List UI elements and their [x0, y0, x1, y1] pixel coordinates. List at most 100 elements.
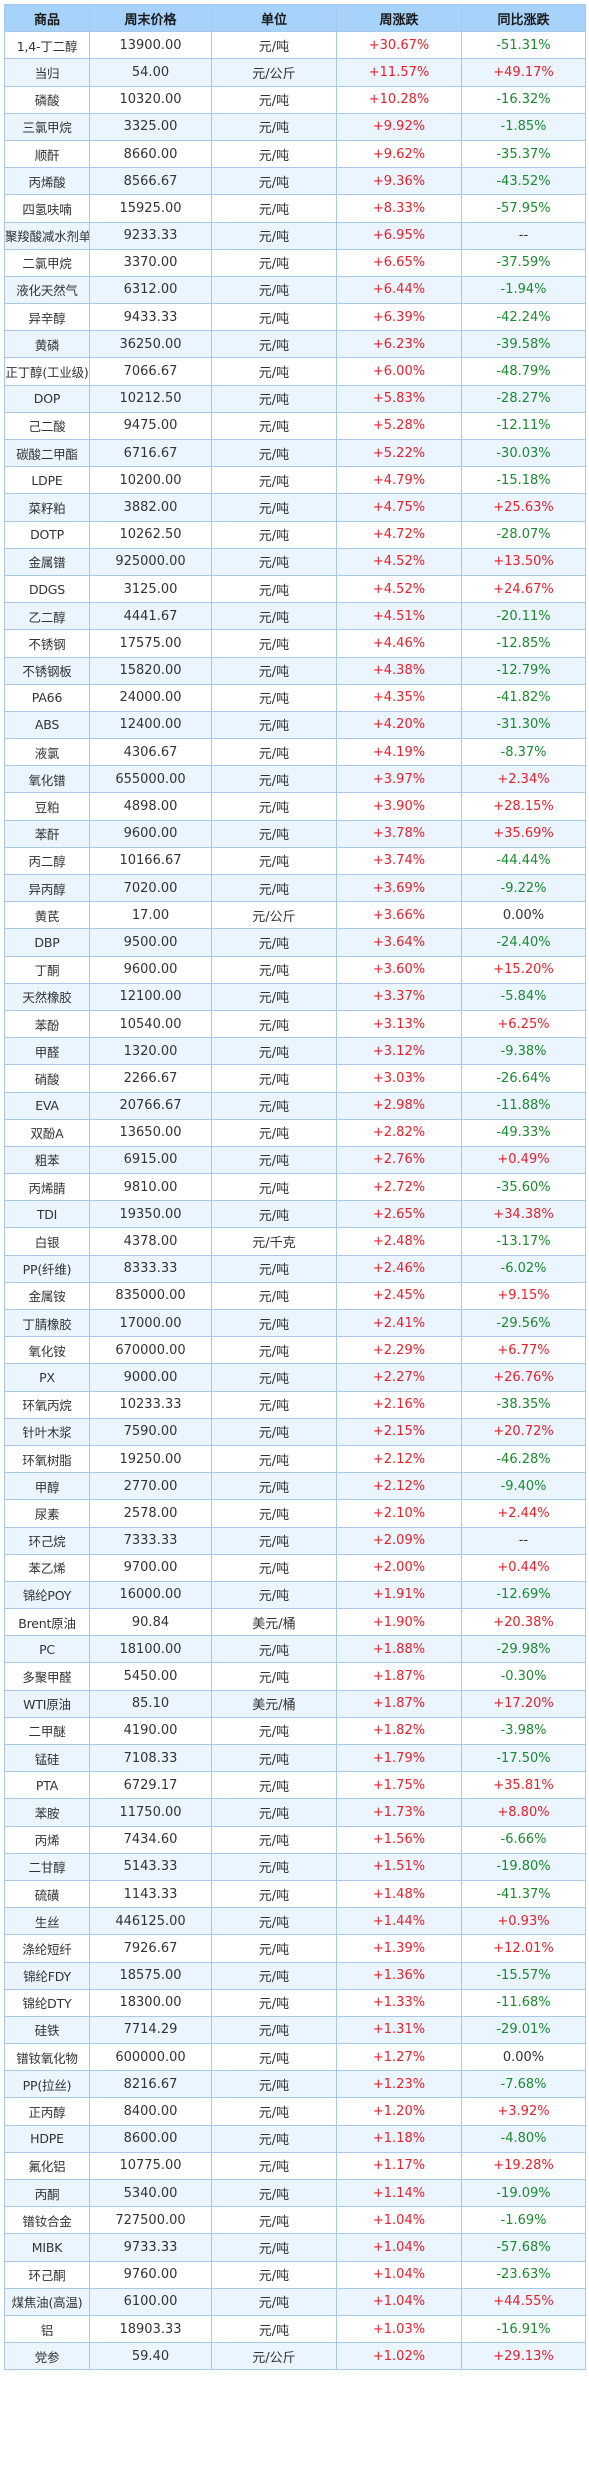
price-cell: 17000.00 — [89, 1308, 212, 1338]
header-commodity[interactable]: 商品 — [4, 3, 90, 33]
yoy-change-cell: -38.35% — [461, 1390, 586, 1419]
unit-cell: 元/吨 — [211, 2260, 337, 2289]
price-cell: 20766.67 — [89, 1091, 212, 1120]
header-weekly-change[interactable]: 周涨跌 — [336, 3, 462, 33]
price-cell: 655000.00 — [89, 765, 212, 794]
commodity-name-cell: 硅铁 — [4, 2015, 90, 2045]
table-row: PA66 24000.00 元/吨 +4.35% -41.82% — [4, 683, 586, 712]
yoy-change-cell: +2.44% — [461, 1499, 586, 1528]
yoy-change-cell: +49.17% — [461, 58, 586, 87]
yoy-change-cell: +0.49% — [461, 1145, 586, 1175]
price-cell: 8600.00 — [89, 2124, 212, 2153]
price-cell: 10166.67 — [89, 846, 212, 876]
commodity-name-cell: 黄磷 — [4, 330, 90, 359]
table-row: 不锈钢板 15820.00 元/吨 +4.38% -12.79% — [4, 656, 586, 685]
unit-cell: 元/吨 — [211, 466, 337, 495]
table-row: 二氯甲烷 3370.00 元/吨 +6.65% -37.59% — [4, 248, 586, 277]
unit-cell: 元/吨 — [211, 357, 337, 386]
commodity-name-cell: HDPE — [4, 2124, 90, 2153]
unit-cell: 元/吨 — [211, 1553, 337, 1582]
yoy-change-cell: -28.07% — [461, 520, 586, 549]
commodity-name-cell: 锦纶POY — [4, 1580, 90, 1610]
header-weekend-price[interactable]: 周末价格 — [89, 3, 212, 33]
table-row: 镨钕合金 727500.00 元/吨 +1.04% -1.69% — [4, 2206, 586, 2235]
commodity-name-cell: 白银 — [4, 1227, 90, 1256]
weekly-change-cell: +11.57% — [336, 58, 462, 87]
yoy-change-cell: -1.85% — [461, 112, 586, 141]
yoy-change-cell: +20.72% — [461, 1417, 586, 1446]
unit-cell: 元/吨 — [211, 1200, 337, 1229]
weekly-change-cell: +1.87% — [336, 1689, 462, 1718]
price-cell: 19350.00 — [89, 1200, 212, 1229]
unit-cell: 元/吨 — [211, 1064, 337, 1093]
unit-cell: 元/吨 — [211, 1091, 337, 1120]
commodity-name-cell: 镨钕合金 — [4, 2206, 90, 2235]
weekly-change-cell: +1.17% — [336, 2151, 462, 2181]
unit-cell: 元/吨 — [211, 1281, 337, 1311]
yoy-change-cell: +29.13% — [461, 2342, 586, 2371]
yoy-change-cell: 0.00% — [461, 901, 586, 930]
yoy-change-cell: -7.68% — [461, 2070, 586, 2099]
unit-cell: 元/吨 — [211, 194, 337, 223]
commodity-name-cell: 甲醛 — [4, 1037, 90, 1066]
price-cell: 3325.00 — [89, 112, 212, 141]
weekly-change-cell: +4.20% — [336, 710, 462, 740]
weekly-change-cell: +2.10% — [336, 1499, 462, 1528]
unit-cell: 元/吨 — [211, 656, 337, 685]
yoy-change-cell: -48.79% — [461, 357, 586, 386]
commodity-name-cell: 锰硅 — [4, 1743, 90, 1773]
header-unit[interactable]: 单位 — [211, 3, 337, 33]
table-row: 1,4-丁二醇 13900.00 元/吨 +30.67% -51.31% — [4, 31, 586, 60]
unit-cell: 元/吨 — [211, 221, 337, 250]
yoy-change-cell: +6.77% — [461, 1336, 586, 1365]
unit-cell: 元/吨 — [211, 1907, 337, 1936]
weekly-change-cell: +2.12% — [336, 1472, 462, 1501]
yoy-change-cell: +6.25% — [461, 1009, 586, 1039]
price-cell: 13650.00 — [89, 1118, 212, 1147]
table-row: 甲醛 1320.00 元/吨 +3.12% -9.38% — [4, 1037, 586, 1066]
yoy-change-cell: +44.55% — [461, 2287, 586, 2316]
commodity-name-cell: 丙烯酸 — [4, 167, 90, 196]
table-row: DDGS 3125.00 元/吨 +4.52% +24.67% — [4, 574, 586, 604]
yoy-change-cell: -12.79% — [461, 656, 586, 685]
yoy-change-cell: +2.34% — [461, 765, 586, 794]
commodity-name-cell: 尿素 — [4, 1499, 90, 1528]
commodity-name-cell: 环己烷 — [4, 1526, 90, 1555]
commodity-name-cell: 黄芪 — [4, 901, 90, 930]
weekly-change-cell: +5.28% — [336, 411, 462, 441]
weekly-change-cell: +1.44% — [336, 1907, 462, 1936]
table-row: 黄磷 36250.00 元/吨 +6.23% -39.58% — [4, 330, 586, 359]
table-row: 丁酮 9600.00 元/吨 +3.60% +15.20% — [4, 955, 586, 984]
table-row: 硅铁 7714.29 元/吨 +1.31% -29.01% — [4, 2015, 586, 2045]
commodity-name-cell: DOP — [4, 384, 90, 413]
price-cell: 9600.00 — [89, 819, 212, 848]
price-cell: 90.84 — [89, 1608, 212, 1637]
weekly-change-cell: +1.36% — [336, 1961, 462, 1990]
weekly-change-cell: +2.98% — [336, 1091, 462, 1120]
commodity-price-table: 商品 周末价格 单位 周涨跌 同比涨跌 1,4-丁二醇 13900.00 元/吨 +3… — [4, 3, 586, 2371]
commodity-name-cell: 丙酮 — [4, 2178, 90, 2208]
table-row: 环氧丙烷 10233.33 元/吨 +2.16% -38.35% — [4, 1390, 586, 1419]
table-row: 丙烯酸 8566.67 元/吨 +9.36% -43.52% — [4, 167, 586, 196]
table-row: 二甲醚 4190.00 元/吨 +1.82% -3.98% — [4, 1716, 586, 1746]
commodity-name-cell: MIBK — [4, 2233, 90, 2262]
unit-cell: 元/吨 — [211, 2314, 337, 2344]
weekly-change-cell: +1.56% — [336, 1825, 462, 1854]
header-yoy-change[interactable]: 同比涨跌 — [461, 3, 586, 33]
table-row: HDPE 8600.00 元/吨 +1.18% -4.80% — [4, 2124, 586, 2153]
table-row: 尿素 2578.00 元/吨 +2.10% +2.44% — [4, 1499, 586, 1528]
yoy-change-cell: +0.44% — [461, 1553, 586, 1582]
table-row: 二甘醇 5143.33 元/吨 +1.51% -19.80% — [4, 1852, 586, 1881]
commodity-name-cell: DBP — [4, 928, 90, 957]
table-row: PX 9000.00 元/吨 +2.27% +26.76% — [4, 1363, 586, 1392]
yoy-change-cell: +0.93% — [461, 1907, 586, 1936]
commodity-name-cell: 氧化铵 — [4, 1336, 90, 1365]
price-cell: 9700.00 — [89, 1553, 212, 1582]
weekly-change-cell: +9.62% — [336, 139, 462, 169]
yoy-change-cell: -8.37% — [461, 738, 586, 767]
table-row: PP(纤维) 8333.33 元/吨 +2.46% -6.02% — [4, 1254, 586, 1283]
table-row: TDI 19350.00 元/吨 +2.65% +34.38% — [4, 1200, 586, 1229]
unit-cell: 元/吨 — [211, 2015, 337, 2045]
unit-cell: 元/吨 — [211, 1580, 337, 1610]
price-cell: 13900.00 — [89, 31, 212, 60]
